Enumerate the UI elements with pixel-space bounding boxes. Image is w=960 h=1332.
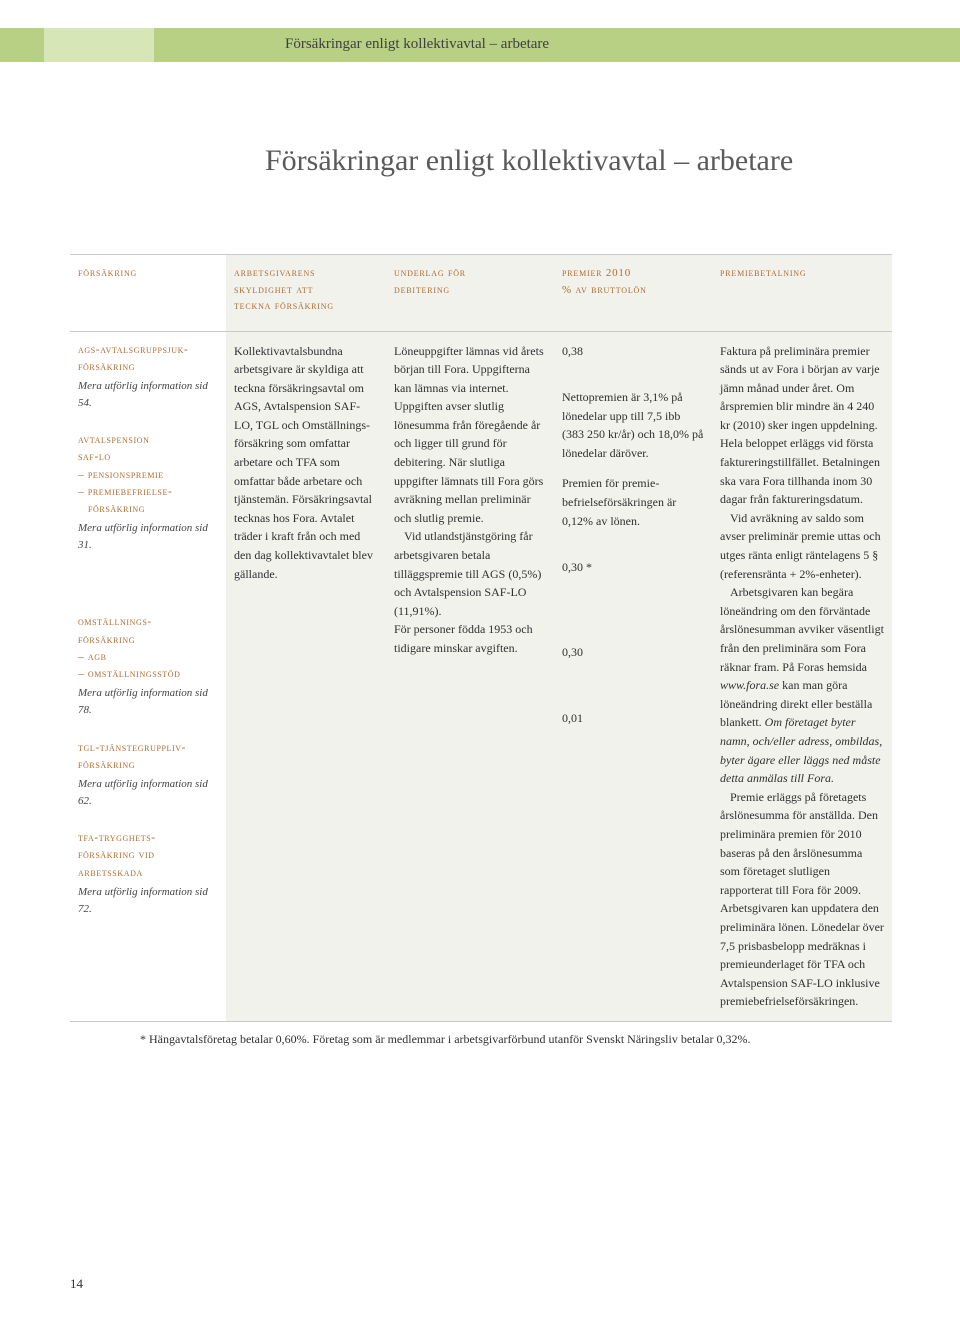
sc-text: tfa-trygghets- (78, 832, 156, 844)
sc-text: försäkring (78, 759, 135, 771)
footnote: * Hängavtalsföretag betalar 0,60%. Föret… (140, 1032, 750, 1047)
header-bar: Försäkringar enligt kollektivavtal – arb… (0, 28, 960, 62)
insurance-table-wrap: försäkring arbetsgivarens skyldighet att… (70, 254, 892, 1022)
th-forsakring: försäkring (70, 255, 226, 332)
sub-ref: Mera utförlig information sid 62. (78, 776, 218, 810)
th-premier: premier 2010 % av bruttolön (554, 255, 712, 332)
insurance-avtalspension: avtalspension saf-lo – pensionspremie – … (78, 432, 218, 554)
premier-v4: 0,30 (562, 643, 704, 662)
sc-text: försäkring (78, 634, 135, 646)
th-underlag: underlag för debitering (386, 255, 554, 332)
body-text: Vid avräkning av saldo som avser prelimi… (720, 509, 884, 583)
sc-text: försäkring vid (78, 849, 155, 861)
th-skyldighet: arbetsgivarens skyldighet att teckna för… (226, 255, 386, 332)
insurance-tfa: tfa-trygghets- försäkring vid arbetsskad… (78, 830, 218, 918)
th-text: arbetsgivarens (234, 267, 315, 279)
body-text: Premien för premie­befrielseförsäkringen… (562, 476, 676, 527)
sc-text: omställnings- (78, 616, 152, 628)
th-text: premier 2010 (562, 267, 631, 279)
left-insurance-list: ags-avtalsgruppsjuk-försäkring Mera utfö… (70, 331, 226, 1021)
header-swatch (44, 28, 154, 62)
body-text: Löneuppgifter lämnas vid årets början ti… (394, 344, 544, 525)
insurance-tgl: tgl-tjänstegruppliv- försäkring Mera utf… (78, 740, 218, 811)
link-text: www.fora.se (720, 678, 779, 692)
sc-text: tgl-tjänstegruppliv- (78, 742, 186, 754)
insurance-omstallning: omställnings- försäkring – agb – omställ… (78, 614, 218, 719)
col-underlag-body: Löneuppgifter lämnas vid årets början ti… (386, 331, 554, 1021)
table-header-row: försäkring arbetsgivarens skyldighet att… (70, 255, 892, 332)
body-text: Faktura på preliminära premier sänds ut … (720, 344, 880, 507)
body-text: Premie erläggs på företagets årslönesumm… (720, 788, 884, 1011)
sc-text: – omställningsstöd (78, 668, 181, 680)
col-premiebetalning-body: Faktura på preliminära premier sänds ut … (712, 331, 892, 1021)
th-text: debitering (394, 284, 450, 296)
sc-text: – premiebefrielse- (78, 486, 172, 498)
sc-text: arbetsskada (78, 867, 143, 879)
sub-ref: Mera utförlig information sid 78. (78, 685, 218, 719)
premier-v5: 0,01 (562, 709, 704, 728)
body-text: Arbetsgivaren kan begära löneändring om … (720, 585, 884, 673)
sc-text: – agb (78, 651, 107, 663)
sub-ref: Mera utförlig information sid 72. (78, 884, 218, 918)
sc-text: försäkring (78, 361, 135, 373)
body-text: För personer födda 1953 och tidigare min… (394, 622, 533, 655)
sc-text: – pensionspremie (78, 469, 164, 481)
col-skyldighet-body: Kollektivavtalsbundna arbetsgivare är sk… (226, 331, 386, 1021)
table-body-row: ags-avtalsgruppsjuk-försäkring Mera utfö… (70, 331, 892, 1021)
page-number: 14 (70, 1276, 83, 1292)
sc-text: försäkring (88, 503, 145, 515)
sub-ref: Mera utförlig information sid 31. (78, 520, 218, 554)
sc-text: avtalspension (78, 434, 149, 446)
sub-ref: Mera utförlig information sid 54. (78, 378, 218, 412)
premier-v3: 0,30 * (562, 558, 704, 577)
premier-v2: Nettopremien är 3,1% på lönedelar upp ti… (562, 388, 704, 530)
th-text: underlag för (394, 267, 466, 279)
body-text: Nettopremien är 3,1% på lönedelar upp ti… (562, 390, 703, 460)
body-text: Vid utlandstjänstgöring får arbetsgivare… (394, 527, 546, 620)
th-text: % av bruttolön (562, 284, 647, 296)
premier-v1: 0,38 (562, 342, 704, 361)
insurance-ags: ags-avtalsgruppsjuk-försäkring Mera utfö… (78, 342, 218, 413)
th-text: skyldighet att (234, 284, 313, 296)
sc-text: ags-avtalsgruppsjuk- (78, 344, 188, 356)
th-text: teckna försäkring (234, 300, 334, 312)
page-title: Försäkringar enligt kollektivavtal – arb… (265, 144, 793, 178)
th-premiebetalning: premiebetalning (712, 255, 892, 332)
sc-text: saf-lo (78, 451, 111, 463)
insurance-table: försäkring arbetsgivarens skyldighet att… (70, 254, 892, 1022)
running-header-title: Försäkringar enligt kollektivavtal – arb… (285, 36, 549, 53)
col-premier-body: 0,38 Nettopremien är 3,1% på lönedelar u… (554, 331, 712, 1021)
